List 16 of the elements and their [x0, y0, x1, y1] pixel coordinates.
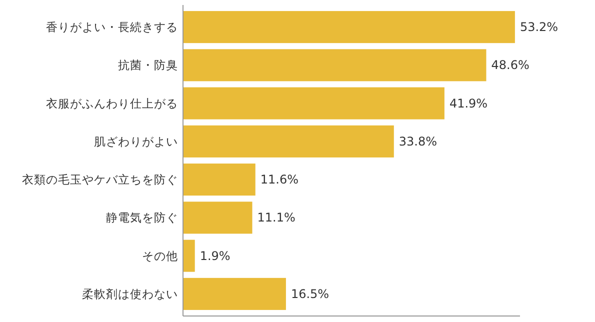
y-tick-label: 柔軟剤は使わない: [82, 286, 178, 301]
y-tick-label: 抗菌・防臭: [118, 58, 178, 72]
y-tick-label: その他: [142, 248, 178, 263]
y-tick-label: 衣類の毛玉やケバ立ちを防ぐ: [22, 172, 178, 187]
data-label: 53.2%: [520, 20, 558, 34]
y-tick-label: 香りがよい・長続きする: [46, 20, 178, 34]
y-tick-label: 肌ざわりがよい: [94, 134, 178, 148]
y-tick-label: 衣服がふんわり仕上がる: [46, 96, 178, 110]
data-label: 11.1%: [257, 210, 296, 225]
data-label: 48.6%: [491, 58, 530, 72]
data-label: 1.9%: [200, 248, 230, 263]
data-label: 11.6%: [260, 172, 299, 187]
y-tick-label: 静電気を防ぐ: [106, 210, 178, 225]
data-label: 33.8%: [398, 134, 438, 148]
data-label: 16.5%: [290, 286, 330, 301]
data-label: 41.9%: [449, 96, 488, 110]
